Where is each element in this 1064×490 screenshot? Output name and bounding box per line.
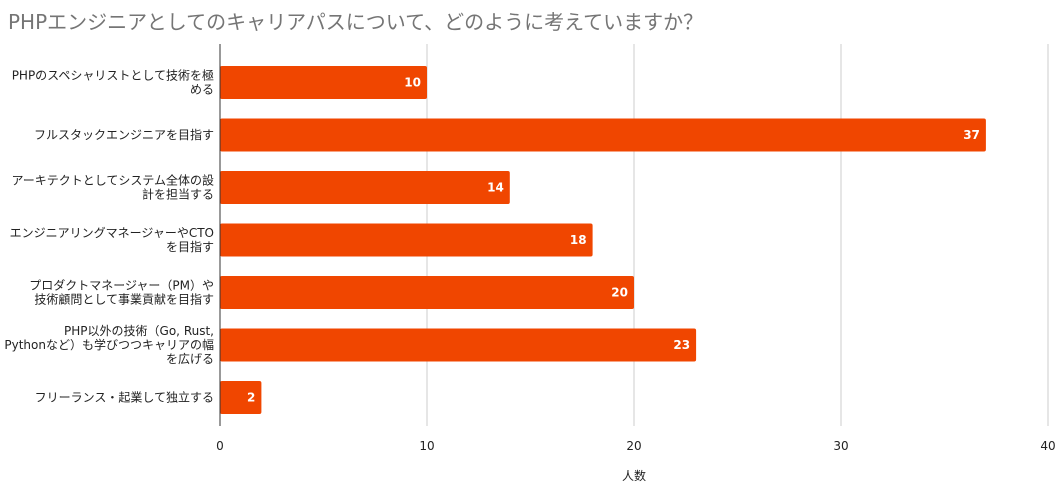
bar-value-label: 18 [570, 233, 587, 247]
category-label-line: フリーランス・起業して独立する [35, 390, 214, 405]
bar [220, 381, 262, 414]
category-label-line: エンジニアリングマネージャーやCTO [10, 226, 214, 240]
category-label-line: PHP以外の技術（Go, Rust, [64, 324, 214, 338]
bar-value-label: 2 [247, 391, 255, 405]
x-tick-label: 0 [216, 439, 224, 453]
bar [220, 276, 634, 309]
bar-value-label: 14 [487, 181, 504, 195]
category-label-line: を広げる [166, 352, 214, 366]
bar [220, 328, 697, 362]
category-label-line: PHPのスペシャリストとして技術を極 [12, 68, 214, 83]
bar [220, 66, 427, 99]
gridlines [426, 44, 1049, 426]
category-label-line: を目指す [166, 239, 214, 254]
category-label: エンジニアリングマネージャーやCTO を目指す [10, 226, 214, 254]
category-label: PHPのスペシャリストとして技術を極める [12, 68, 214, 97]
category-label-line: プロダクトマネージャー（PM）や [29, 278, 214, 293]
x-tick-label: 30 [833, 439, 848, 453]
category-label-line: 計を担当する [142, 187, 214, 202]
x-axis-title: 人数 [622, 468, 646, 483]
category-label: フルスタックエンジニアを目指す [34, 127, 214, 142]
category-label-line: Pythonなど）も学びつつキャリアの幅 [4, 337, 214, 352]
bar-value-label: 20 [611, 286, 628, 300]
bar-value-label: 23 [673, 338, 690, 352]
category-label-line: アーキテクトとしてシステム全体の設 [11, 173, 214, 188]
bars: 10 37 14 18 20 23 2 [220, 66, 986, 414]
category-label-line: フルスタックエンジニアを目指す [34, 127, 214, 142]
category-label-line: める [190, 83, 214, 97]
category-label-line: 技術顧問として事業貢献を目指す [34, 292, 214, 307]
bar [220, 118, 986, 152]
category-label: アーキテクトとしてシステム全体の設計を担当する [11, 173, 214, 202]
bar [220, 223, 593, 257]
category-label: プロダクトマネージャー（PM）や技術顧問として事業貢献を目指す [29, 278, 214, 307]
x-axis-ticks: 0 10 20 30 40 [216, 439, 1055, 453]
bar [220, 171, 510, 204]
bar-value-label: 10 [404, 76, 421, 90]
chart-title: PHPエンジニアとしてのキャリアパスについて、どのように考えていますか？ [8, 10, 704, 34]
bar-value-label: 37 [963, 128, 980, 142]
x-tick-label: 40 [1040, 439, 1055, 453]
category-label: PHP以外の技術（Go, Rust, Pythonなど）も学びつつキャリアの幅を広… [4, 324, 214, 366]
x-tick-label: 20 [626, 439, 641, 453]
category-label: フリーランス・起業して独立する [35, 390, 214, 405]
x-tick-label: 10 [419, 439, 434, 453]
category-labels: PHPのスペシャリストとして技術を極めるフルスタックエンジニアを目指すアーキテク… [4, 68, 214, 405]
